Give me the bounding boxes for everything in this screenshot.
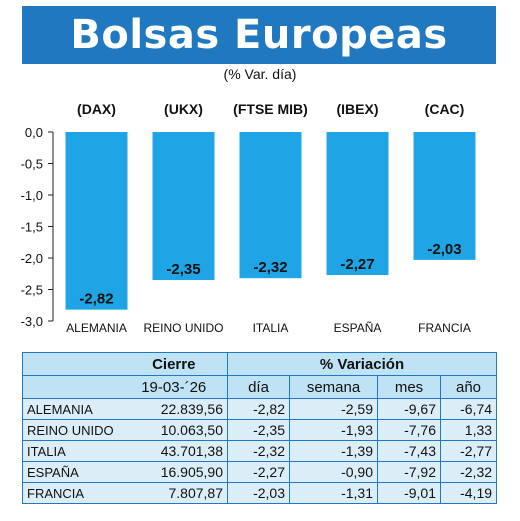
row-dia: -2,27 [227, 461, 290, 483]
index-label: (IBEX) [337, 101, 379, 117]
row-mes: -7,76 [377, 419, 441, 441]
table-row: FRANCIA 7.807,87 -2,03 -1,31 -9,01 -4,19 [22, 482, 497, 504]
row-semana: -1,93 [289, 419, 378, 441]
row-cierre: 22.839,56 [120, 398, 228, 420]
bar-value-label: -2,82 [79, 291, 113, 308]
row-anio: -6,74 [439, 398, 497, 420]
bar-value-label: -2,32 [253, 259, 287, 276]
row-mes: -9,01 [377, 482, 441, 504]
mes-header: mes [377, 375, 441, 399]
row-semana: -1,39 [289, 440, 378, 462]
anio-header: año [439, 375, 497, 399]
row-mes: -7,43 [377, 440, 441, 462]
page-title: Bolsas Europeas [70, 12, 448, 58]
table-body: ALEMANIA 22.839,56 -2,82 -2,59 -9,67 -6,… [22, 398, 497, 504]
table-group-header-row: Cierre % Variación [22, 352, 497, 376]
bar-value-label: -2,27 [340, 256, 374, 273]
row-dia: -2,35 [227, 419, 290, 441]
row-semana: -1,31 [289, 482, 378, 504]
category-label: ALEMANIA [66, 321, 127, 335]
row-cierre: 10.063,50 [120, 419, 228, 441]
index-label: (UKX) [164, 101, 203, 117]
row-anio: -2,77 [439, 440, 497, 462]
cierre-header: Cierre [120, 352, 228, 376]
bar-value-label: -2,35 [166, 261, 200, 278]
bar [413, 132, 476, 260]
y-tick-label: -1,0 [21, 188, 43, 203]
table-row: ALEMANIA 22.839,56 -2,82 -2,59 -9,67 -6,… [22, 398, 497, 420]
index-label: (CAC) [425, 101, 465, 117]
y-tick-label: -0,5 [21, 157, 43, 172]
bar-value-label: -2,03 [427, 241, 461, 258]
bar [152, 132, 215, 281]
row-country: REINO UNIDO [22, 419, 121, 441]
row-mes: -7,92 [377, 461, 441, 483]
market-table-container: Cierre % Variación 19-03-´26 día semana … [22, 352, 498, 504]
market-table: Cierre % Variación 19-03-´26 día semana … [22, 352, 498, 504]
table-corner-cell-2 [22, 375, 121, 399]
row-cierre: 43.701,38 [120, 440, 228, 462]
y-tick-label: -2,5 [21, 283, 43, 298]
semana-header: semana [289, 375, 378, 399]
row-country: ITALIA [22, 440, 121, 462]
index-label: (FTSE MIB) [233, 101, 308, 117]
row-anio: -4,19 [439, 482, 497, 504]
category-label: ESPAÑA [334, 321, 382, 335]
bar [65, 132, 128, 310]
table-column-header-row: 19-03-´26 día semana mes año [22, 375, 497, 399]
category-label: REINO UNIDO [143, 321, 223, 335]
bar-chart: 0,0 -0,5 -1,0 -1,5 -2,0 -2,5 -3,0 (DAX) -2,82 ALE… [21, 101, 476, 335]
row-mes: -9,67 [377, 398, 441, 420]
chart-subtitle: (% Var. día) [223, 66, 297, 82]
row-dia: -2,03 [227, 482, 290, 504]
row-country: FRANCIA [22, 482, 121, 504]
variacion-header: % Variación [226, 352, 497, 376]
category-label: FRANCIA [418, 321, 471, 335]
row-dia: -2,82 [227, 398, 290, 420]
category-label: ITALIA [253, 321, 289, 335]
table-corner-cell [22, 352, 121, 376]
row-anio: -2,32 [439, 461, 497, 483]
dia-header: día [227, 375, 290, 399]
index-label: (DAX) [77, 101, 116, 117]
row-semana: -2,59 [289, 398, 378, 420]
row-anio: 1,33 [439, 419, 497, 441]
title-banner: Bolsas Europeas [22, 6, 496, 64]
y-tick-label: -1,5 [21, 220, 43, 235]
table-row: REINO UNIDO 10.063,50 -2,35 -1,93 -7,76 … [22, 419, 497, 441]
y-tick-label: -3,0 [21, 314, 43, 329]
row-cierre: 7.807,87 [120, 482, 228, 504]
y-tick-label: -2,0 [21, 251, 43, 266]
table-row: ITALIA 43.701,38 -2,32 -1,39 -7,43 -2,77 [22, 440, 497, 462]
bar [239, 132, 302, 279]
bar [326, 132, 389, 276]
row-country: ALEMANIA [22, 398, 121, 420]
row-country: ESPAÑA [22, 461, 121, 483]
row-cierre: 16.905,90 [120, 461, 228, 483]
table-row: ESPAÑA 16.905,90 -2,27 -0,90 -7,92 -2,32 [22, 461, 497, 483]
date-header: 19-03-´26 [120, 375, 228, 399]
row-dia: -2,32 [227, 440, 290, 462]
row-semana: -0,90 [289, 461, 378, 483]
y-tick-label: 0,0 [25, 125, 43, 140]
